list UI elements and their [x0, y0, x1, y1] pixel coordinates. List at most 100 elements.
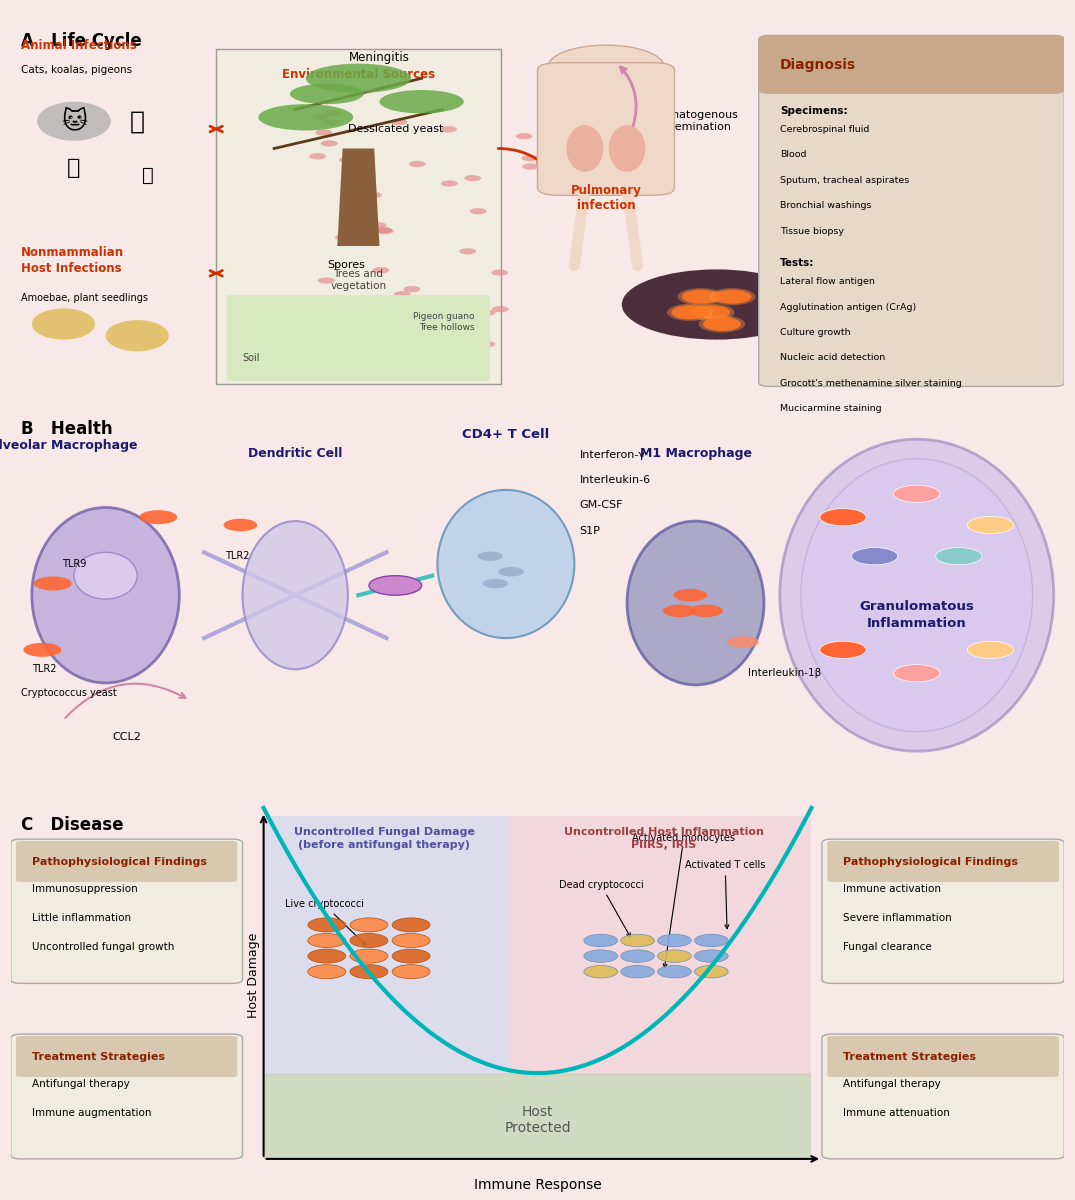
FancyBboxPatch shape [263, 1073, 812, 1159]
Text: Tissue biopsy: Tissue biopsy [779, 227, 844, 235]
Text: CCL2: CCL2 [112, 732, 141, 742]
Circle shape [318, 277, 334, 283]
Text: Cats, koalas, pigeons: Cats, koalas, pigeons [22, 65, 132, 74]
FancyBboxPatch shape [822, 839, 1064, 984]
Circle shape [522, 163, 540, 169]
Circle shape [441, 180, 458, 187]
Circle shape [375, 335, 392, 341]
Text: Lateral flow antigen: Lateral flow antigen [779, 277, 875, 286]
Text: Fungal clearance: Fungal clearance [843, 942, 932, 953]
Text: Interferon-γ: Interferon-γ [579, 450, 646, 460]
Circle shape [390, 119, 407, 125]
Circle shape [140, 510, 177, 524]
Circle shape [459, 248, 476, 254]
Circle shape [688, 304, 734, 320]
Text: Cryptococcus yeast: Cryptococcus yeast [22, 688, 117, 697]
Circle shape [387, 330, 404, 337]
Text: Mucicarmine staining: Mucicarmine staining [779, 404, 882, 413]
Text: Activated T cells: Activated T cells [685, 860, 765, 929]
Circle shape [370, 222, 387, 228]
Circle shape [334, 234, 352, 240]
Text: Nonmammalian
Host Infections: Nonmammalian Host Infections [22, 246, 125, 275]
Text: Cerebrospinal fluid: Cerebrospinal fluid [779, 125, 870, 134]
Circle shape [694, 950, 728, 962]
Text: Granulomatous
Inflammation: Granulomatous Inflammation [859, 600, 974, 630]
Circle shape [483, 578, 508, 588]
Text: Blood: Blood [779, 150, 806, 160]
Circle shape [309, 154, 326, 160]
Circle shape [714, 289, 751, 304]
Circle shape [851, 547, 898, 565]
Text: Dead cryptococci: Dead cryptococci [559, 880, 643, 937]
Text: Hematogenous
dissemination: Hematogenous dissemination [654, 110, 739, 132]
Circle shape [408, 161, 426, 167]
Circle shape [307, 949, 346, 964]
FancyBboxPatch shape [11, 839, 243, 984]
Circle shape [442, 317, 459, 323]
Circle shape [699, 316, 745, 332]
Circle shape [307, 934, 346, 948]
Circle shape [663, 605, 697, 617]
Ellipse shape [627, 521, 764, 685]
Ellipse shape [608, 125, 645, 172]
Text: Trees and
vegetation: Trees and vegetation [330, 269, 387, 290]
Text: Antifungal therapy: Antifungal therapy [843, 1079, 941, 1088]
Circle shape [478, 310, 496, 316]
Circle shape [521, 155, 539, 161]
Circle shape [24, 643, 61, 656]
Text: Sputum, tracheal aspirates: Sputum, tracheal aspirates [779, 175, 909, 185]
Text: Pulmonary
infection: Pulmonary infection [571, 184, 642, 211]
Circle shape [350, 949, 388, 964]
Text: Immune Response: Immune Response [474, 1178, 601, 1193]
FancyBboxPatch shape [227, 295, 490, 380]
Circle shape [392, 965, 430, 979]
Text: Uncontrolled fungal growth: Uncontrolled fungal growth [32, 942, 174, 953]
Circle shape [350, 965, 388, 979]
Polygon shape [338, 149, 379, 246]
Text: Agglutination antigen (CrAg): Agglutination antigen (CrAg) [779, 302, 916, 312]
Circle shape [658, 950, 691, 962]
Ellipse shape [779, 439, 1054, 751]
Ellipse shape [567, 125, 603, 172]
Text: Severe inflammation: Severe inflammation [843, 913, 951, 923]
Ellipse shape [258, 104, 354, 131]
Circle shape [677, 288, 723, 305]
Circle shape [668, 304, 714, 320]
Text: TLR2: TLR2 [225, 551, 249, 562]
Circle shape [893, 665, 940, 682]
Text: Treatment Strategies: Treatment Strategies [32, 1051, 164, 1062]
Ellipse shape [38, 102, 111, 140]
FancyBboxPatch shape [263, 816, 511, 1078]
Text: Amoebae, plant seedlings: Amoebae, plant seedlings [22, 293, 148, 302]
Circle shape [34, 576, 72, 590]
Circle shape [727, 636, 759, 648]
Circle shape [325, 109, 341, 116]
Circle shape [492, 306, 508, 312]
Text: Meningitis: Meningitis [349, 50, 410, 64]
Text: 🐱: 🐱 [61, 109, 87, 133]
Text: Live cryptococci: Live cryptococci [285, 899, 367, 946]
Circle shape [322, 119, 339, 126]
Ellipse shape [32, 508, 180, 683]
Circle shape [393, 292, 411, 298]
Text: Immune augmentation: Immune augmentation [32, 1109, 152, 1118]
Circle shape [682, 289, 720, 304]
FancyBboxPatch shape [216, 49, 501, 384]
Text: Nucleic acid detection: Nucleic acid detection [779, 353, 885, 362]
Circle shape [935, 547, 983, 565]
FancyBboxPatch shape [828, 841, 1059, 882]
Text: Immune attenuation: Immune attenuation [843, 1109, 950, 1118]
Circle shape [429, 313, 446, 319]
Circle shape [584, 950, 617, 962]
FancyBboxPatch shape [822, 1034, 1064, 1159]
Text: Interleukin-1β: Interleukin-1β [748, 668, 821, 678]
Text: Treatment Strategies: Treatment Strategies [843, 1051, 976, 1062]
Ellipse shape [290, 84, 363, 104]
Text: CD4+ T Cell: CD4+ T Cell [462, 427, 549, 440]
Circle shape [620, 950, 655, 962]
Circle shape [352, 229, 369, 235]
Text: Interleukin-6: Interleukin-6 [579, 475, 650, 485]
Ellipse shape [379, 90, 463, 114]
Circle shape [366, 192, 382, 198]
FancyBboxPatch shape [11, 1034, 243, 1159]
